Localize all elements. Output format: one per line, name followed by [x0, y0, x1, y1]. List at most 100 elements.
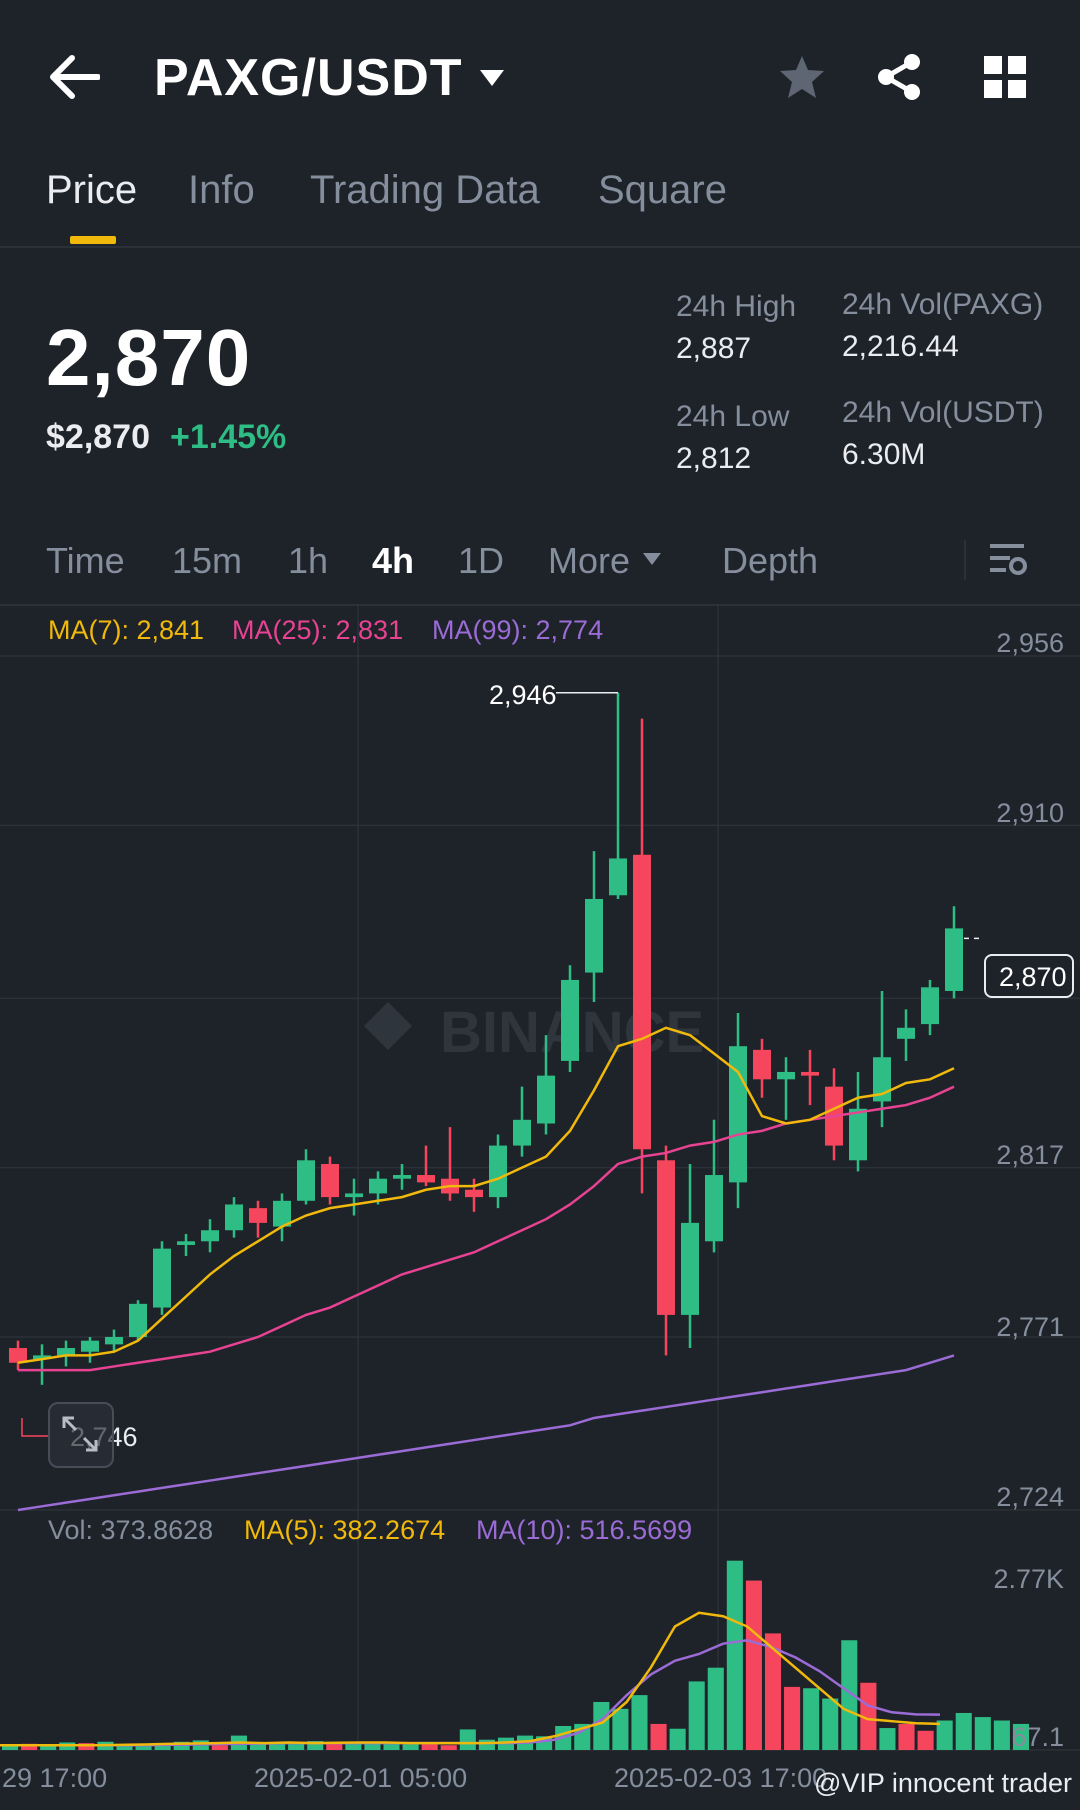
toolbar-divider — [964, 540, 966, 580]
more-caret-icon[interactable] — [642, 552, 662, 566]
stat-low-label: 24h Low — [676, 400, 790, 433]
candle-body — [417, 1175, 435, 1183]
stat-vol-quote: 6.30M — [842, 438, 926, 471]
volume-bar — [440, 1745, 457, 1750]
ma25-legend: MA(25): 2,831 — [232, 615, 404, 645]
current-price-label: 2,870 — [999, 962, 1067, 992]
volume-bar — [154, 1745, 171, 1750]
candle-body — [81, 1340, 99, 1352]
timeframe-more[interactable]: More — [548, 540, 631, 581]
volume-bar — [459, 1729, 476, 1750]
chart-top-divider — [0, 604, 1080, 606]
tab-square[interactable]: Square — [598, 168, 727, 212]
ma7-line — [17, 1026, 955, 1364]
volume-bar — [631, 1695, 648, 1750]
reset-zoom-button[interactable] — [48, 1402, 114, 1468]
volume-bar — [402, 1744, 419, 1750]
share-icon[interactable] — [876, 52, 922, 102]
pair-title[interactable]: PAXG/USDT — [154, 49, 463, 107]
candle-body — [777, 1071, 795, 1080]
candle-body — [897, 1027, 915, 1039]
ma25-line — [18, 1085, 955, 1372]
candle-body — [129, 1303, 147, 1337]
high-marker-label: 2,946 — [489, 680, 557, 710]
current-price-tag — [984, 954, 1074, 998]
vol-y-tick-top: 2.77K — [993, 1564, 1064, 1594]
candlestick-chart[interactable]: BINANCE — [0, 606, 1080, 1810]
candle-body — [513, 1119, 531, 1146]
candle-body — [225, 1204, 243, 1231]
volume-bar — [841, 1640, 858, 1750]
volume-bar — [478, 1739, 495, 1750]
volume-bar — [307, 1741, 324, 1750]
active-tab-indicator — [70, 236, 116, 244]
y-tick-2817: 2,817 — [996, 1140, 1064, 1170]
candle-body — [753, 1049, 771, 1080]
candle-body — [273, 1200, 291, 1227]
candle-body — [705, 1175, 723, 1242]
candle-body — [537, 1075, 555, 1124]
price-change: +1.45% — [170, 418, 287, 456]
volume-bar — [249, 1743, 267, 1750]
grid-icon[interactable] — [984, 56, 1026, 98]
watermark: @VIP innocent trader — [813, 1768, 1072, 1798]
back-arrow-icon[interactable] — [48, 54, 100, 100]
timeframe-time[interactable]: Time — [46, 540, 125, 581]
volume-bar — [688, 1681, 705, 1750]
candle-body — [681, 1222, 699, 1315]
volume-bar — [211, 1745, 228, 1750]
candle-body — [609, 858, 627, 896]
volume-bar — [345, 1742, 362, 1750]
timeframe-15m[interactable]: 15m — [172, 540, 243, 581]
timeframe-4h[interactable]: 4h — [372, 540, 415, 581]
candle-body — [393, 1175, 411, 1179]
candle-body — [57, 1348, 75, 1356]
ma7-legend: MA(7): 2,841 — [48, 615, 205, 645]
volume-bar — [822, 1698, 839, 1750]
candle-body — [657, 1160, 675, 1315]
volume-ma5-line — [0, 1611, 941, 1747]
candle-body — [465, 1189, 483, 1198]
candle-body — [153, 1248, 171, 1308]
price-usd: $2,870 — [46, 418, 150, 456]
candle-body — [585, 898, 603, 973]
tab-info[interactable]: Info — [188, 168, 255, 212]
timeframe-1h[interactable]: 1h — [288, 540, 329, 581]
ma99-legend: MA(99): 2,774 — [432, 615, 604, 645]
star-icon[interactable] — [778, 54, 826, 100]
volume-bar — [974, 1717, 991, 1750]
tab-depth[interactable]: Depth — [722, 540, 819, 581]
candle-body — [369, 1178, 387, 1194]
stat-vol-base-label: 24h Vol(PAXG) — [842, 288, 1044, 321]
binance-diamond-icon — [364, 1002, 412, 1050]
dropdown-caret-icon[interactable] — [478, 68, 506, 88]
volume-bar — [21, 1743, 38, 1750]
x-tick-0: 29 17:00 — [2, 1763, 108, 1793]
tab-trading-data[interactable]: Trading Data — [310, 168, 540, 212]
stat-vol-quote-label: 24h Vol(USDT) — [842, 396, 1044, 429]
volume-bar — [707, 1667, 724, 1750]
volume-bar — [669, 1728, 686, 1750]
ma99-line — [17, 1354, 955, 1512]
volume-bar — [955, 1712, 972, 1750]
y-tick-2771: 2,771 — [996, 1312, 1064, 1342]
candle-body — [201, 1230, 219, 1242]
vol-ma5-legend: MA(5): 382.2674 — [244, 1515, 446, 1545]
volume-bar — [879, 1728, 896, 1750]
volume-bar — [364, 1743, 381, 1750]
stat-high: 2,887 — [676, 332, 752, 365]
volume-bar — [650, 1723, 667, 1750]
tab-price[interactable]: Price — [46, 168, 138, 212]
volume-bar — [593, 1701, 610, 1750]
candle-body — [849, 1108, 867, 1161]
volume-bar — [764, 1633, 782, 1750]
volume-bar — [936, 1720, 953, 1750]
candle-body — [321, 1163, 339, 1198]
volume-bar — [78, 1743, 95, 1750]
vol-y-tick-bottom: 67.1 — [1011, 1722, 1064, 1752]
timeframe-1d[interactable]: 1D — [458, 540, 505, 581]
x-tick-2: 2025-02-03 17:00 — [614, 1763, 828, 1793]
candle-body — [801, 1071, 819, 1076]
chart-settings-icon[interactable] — [990, 542, 1028, 578]
y-tick-2724: 2,724 — [996, 1482, 1064, 1512]
